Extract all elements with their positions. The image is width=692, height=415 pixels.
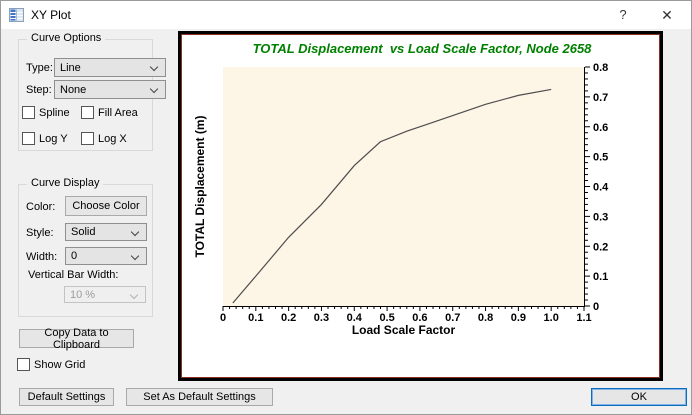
checkbox-icon	[22, 106, 35, 119]
step-label: Step:	[26, 84, 52, 96]
log-x-checkbox[interactable]: Log X	[81, 132, 127, 145]
close-icon[interactable]: ✕	[661, 7, 673, 23]
title-bar: XY Plot ? ✕	[1, 1, 691, 29]
svg-text:0.1: 0.1	[593, 271, 608, 283]
svg-text:0.4: 0.4	[347, 312, 363, 324]
type-label: Type:	[26, 62, 53, 74]
svg-text:TOTAL Displacement (m): TOTAL Displacement (m)	[193, 115, 207, 257]
checkbox-icon	[17, 358, 30, 371]
set-as-default-settings-button[interactable]: Set As Default Settings	[126, 388, 273, 406]
svg-text:0.6: 0.6	[412, 312, 427, 324]
choose-color-button[interactable]: Choose Color	[65, 196, 147, 216]
svg-text:0.3: 0.3	[314, 312, 329, 324]
chevron-down-icon	[149, 84, 159, 94]
log-y-checkbox[interactable]: Log Y	[22, 132, 68, 145]
svg-text:0.9: 0.9	[511, 312, 526, 324]
spline-checkbox[interactable]: Spline	[22, 106, 70, 119]
log-x-label: Log X	[98, 132, 127, 145]
step-select[interactable]: None	[54, 80, 166, 99]
xy-chart: TOTAL Displacement vs Load Scale Factor,…	[193, 41, 609, 337]
show-grid-label: Show Grid	[34, 358, 86, 371]
type-value: Line	[60, 61, 81, 74]
chart-frame: TOTAL Displacement vs Load Scale Factor,…	[178, 31, 663, 381]
svg-text:1.0: 1.0	[544, 312, 559, 324]
checkbox-icon	[81, 132, 94, 145]
vertical-bar-width-select: 10 %	[64, 286, 146, 303]
svg-text:0.7: 0.7	[445, 312, 460, 324]
svg-text:0.1: 0.1	[248, 312, 263, 324]
log-y-label: Log Y	[39, 132, 68, 145]
step-value: None	[60, 83, 87, 96]
copy-data-button[interactable]: Copy Data to Clipboard	[19, 327, 134, 351]
width-value: 0	[71, 250, 78, 262]
spline-label: Spline	[39, 106, 70, 119]
svg-text:0.8: 0.8	[478, 312, 493, 324]
svg-text:0.2: 0.2	[593, 241, 608, 253]
chevron-down-icon	[130, 227, 140, 237]
curve-display-legend: Curve Display	[27, 177, 104, 189]
svg-text:Load Scale Factor: Load Scale Factor	[352, 323, 456, 337]
default-settings-button[interactable]: Default Settings	[19, 388, 114, 406]
svg-text:0.8: 0.8	[593, 62, 608, 74]
svg-text:0.5: 0.5	[593, 152, 608, 164]
svg-text:1.1: 1.1	[576, 312, 591, 324]
curve-options-legend: Curve Options	[27, 32, 106, 44]
fill-area-checkbox[interactable]: Fill Area	[81, 106, 138, 119]
chevron-down-icon	[129, 290, 139, 300]
svg-text:0: 0	[593, 301, 599, 313]
window-title: XY Plot	[31, 8, 71, 22]
width-select[interactable]: 0	[65, 247, 147, 265]
vertical-bar-width-value: 10 %	[70, 288, 96, 301]
color-label: Color:	[26, 201, 56, 213]
svg-text:0.3: 0.3	[593, 211, 608, 223]
style-value: Solid	[71, 226, 96, 238]
chevron-down-icon	[130, 251, 140, 261]
svg-text:TOTAL Displacement vs Load Sc: TOTAL Displacement vs Load Scale Factor,…	[253, 41, 593, 56]
curve-display-group: Curve Display Color: Choose Color Style:…	[18, 177, 153, 317]
type-select[interactable]: Line	[54, 58, 166, 77]
checkbox-icon	[81, 106, 94, 119]
chevron-down-icon	[149, 62, 159, 72]
style-select[interactable]: Solid	[65, 223, 147, 241]
svg-text:0.4: 0.4	[593, 182, 609, 194]
show-grid-checkbox[interactable]: Show Grid	[17, 358, 85, 371]
app-icon	[9, 8, 24, 22]
help-icon[interactable]: ?	[619, 7, 627, 22]
fill-area-label: Fill Area	[98, 106, 138, 119]
style-label: Style:	[26, 227, 54, 239]
width-label: Width:	[26, 251, 58, 263]
svg-text:0.6: 0.6	[593, 122, 608, 134]
checkbox-icon	[22, 132, 35, 145]
svg-text:0.7: 0.7	[593, 92, 608, 104]
chart-area: TOTAL Displacement vs Load Scale Factor,…	[181, 34, 660, 378]
svg-text:0: 0	[220, 312, 226, 324]
vertical-bar-width-label: Vertical Bar Width:	[28, 269, 119, 281]
svg-text:0.5: 0.5	[379, 312, 394, 324]
curve-options-group: Curve Options Type: Line Step: None Spli…	[18, 32, 166, 151]
ok-button[interactable]: OK	[591, 388, 687, 406]
svg-text:0.2: 0.2	[281, 312, 296, 324]
